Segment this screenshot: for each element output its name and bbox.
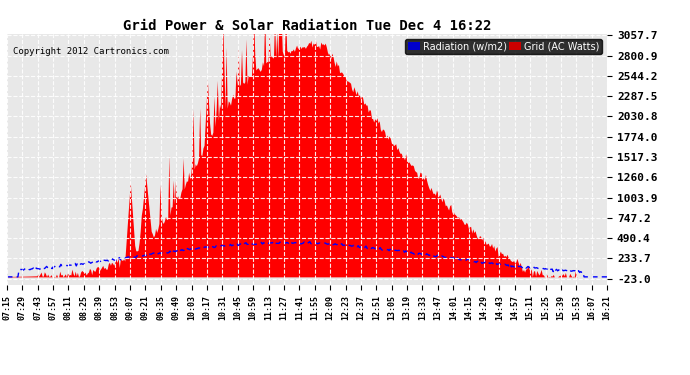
Text: Copyright 2012 Cartronics.com: Copyright 2012 Cartronics.com (13, 47, 169, 56)
Legend: Radiation (w/m2), Grid (AC Watts): Radiation (w/m2), Grid (AC Watts) (405, 39, 602, 54)
Title: Grid Power & Solar Radiation Tue Dec 4 16:22: Grid Power & Solar Radiation Tue Dec 4 1… (123, 19, 491, 33)
